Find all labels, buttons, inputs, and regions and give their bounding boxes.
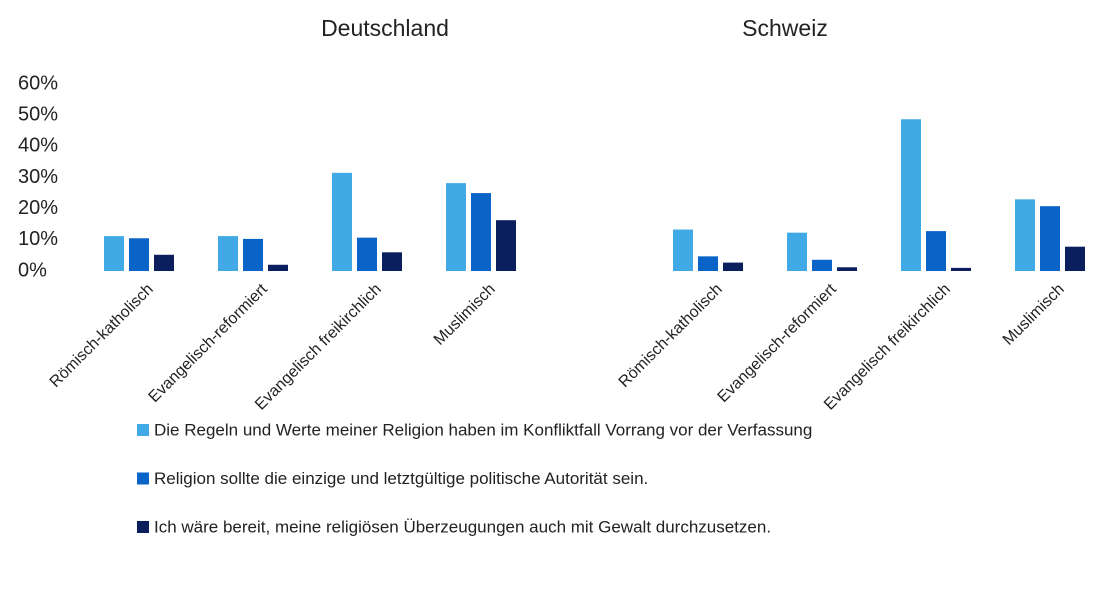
legend-label: Die Regeln und Werte meiner Religion hab… xyxy=(154,420,812,439)
bar xyxy=(154,254,174,271)
y-tick-label: 40% xyxy=(18,135,58,157)
legend-swatch xyxy=(137,424,149,436)
bar xyxy=(382,252,402,271)
legend-swatch xyxy=(137,521,149,533)
bar xyxy=(357,237,377,271)
y-tick-label: 30% xyxy=(18,166,58,188)
x-tick-label: Evangelisch-reformiert xyxy=(146,280,272,406)
bar xyxy=(129,238,149,271)
x-tick-label: Evangelisch freikirchlich xyxy=(821,281,954,414)
y-tick-label: 50% xyxy=(18,103,58,125)
y-tick-label: 0% xyxy=(18,259,47,281)
bar xyxy=(723,262,743,271)
y-tick-label: 10% xyxy=(18,228,58,250)
x-tick-label: Evangelisch freikirchlich xyxy=(252,281,385,414)
x-tick-label: Muslimisch xyxy=(1000,281,1068,349)
bar xyxy=(268,264,288,271)
chart-title: Deutschland xyxy=(321,15,449,41)
bar xyxy=(471,193,491,271)
bar xyxy=(698,256,718,271)
bar xyxy=(926,231,946,271)
bar xyxy=(812,259,832,271)
bar xyxy=(332,172,352,271)
legend-label: Ich wäre bereit, meine religiösen Überze… xyxy=(154,517,771,536)
legend-label: Religion sollte die einzige und letztgül… xyxy=(154,469,648,488)
bar xyxy=(787,232,807,271)
bar xyxy=(104,236,124,271)
legend-swatch xyxy=(137,472,149,485)
x-tick-label: Römisch-katholisch xyxy=(616,281,726,391)
bar xyxy=(218,236,238,271)
y-tick-label: 60% xyxy=(18,72,58,94)
x-tick-label: Evangelisch-reformiert xyxy=(715,280,841,406)
y-tick-label: 20% xyxy=(18,197,58,219)
bar xyxy=(243,238,263,271)
bar xyxy=(1015,199,1035,271)
x-tick-label: Muslimisch xyxy=(431,281,499,349)
chart-title: Schweiz xyxy=(742,15,828,41)
bar xyxy=(1065,246,1085,271)
bar xyxy=(496,220,516,271)
bar xyxy=(837,267,857,271)
bar xyxy=(446,183,466,271)
bar xyxy=(951,267,971,271)
x-tick-label: Römisch-katholisch xyxy=(47,281,157,391)
bar xyxy=(673,229,693,271)
bar xyxy=(901,119,921,272)
bar xyxy=(1040,206,1060,271)
